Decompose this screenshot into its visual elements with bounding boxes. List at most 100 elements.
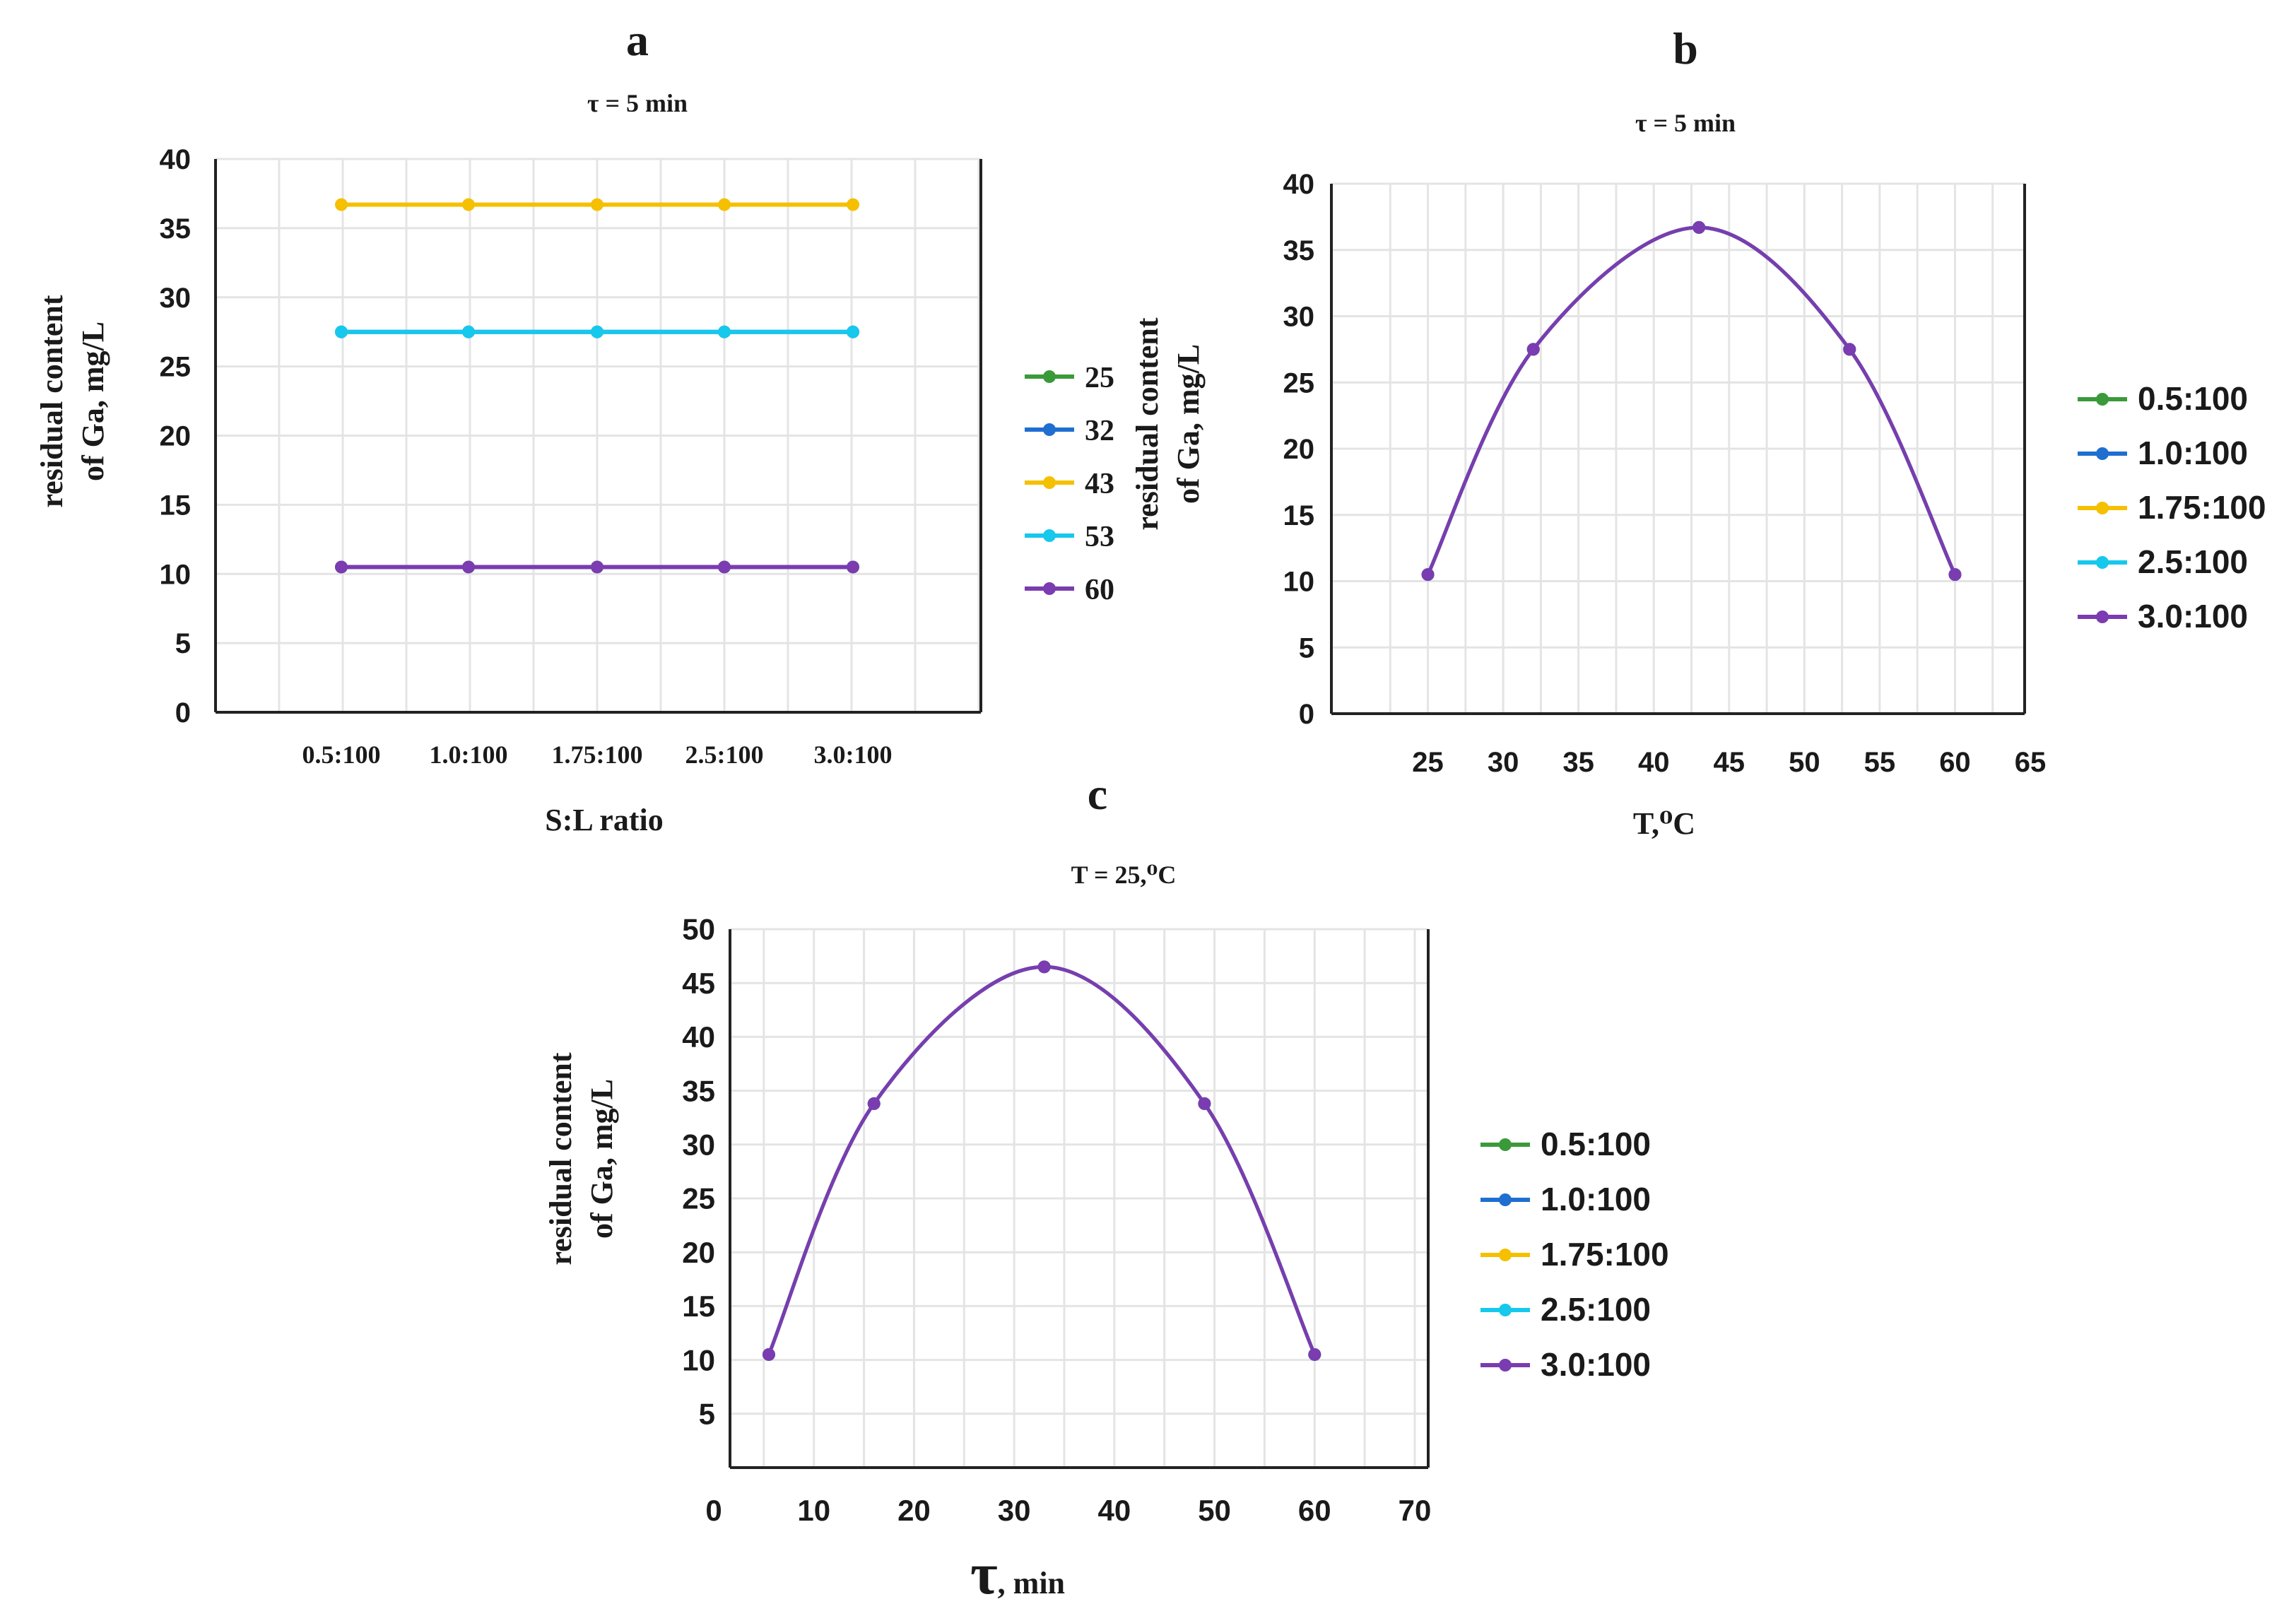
panel-c-y-tick-45: 45 <box>682 967 715 1000</box>
panel-a-x-tick-2.5:100: 2.5:100 <box>685 741 764 769</box>
panel-c-y-tick-25: 25 <box>682 1182 715 1215</box>
panel-c-legend-marker-1-0-100 <box>1499 1193 1512 1206</box>
panel-a-x-tick-3.0:100: 3.0:100 <box>814 741 893 769</box>
panel-c-point-3-0-100-0 <box>762 1347 775 1361</box>
panel-c-y-tick-30: 30 <box>682 1128 715 1162</box>
panel-b-point-3-0-100-4 <box>1948 568 1962 582</box>
panel-a-axes <box>214 159 982 714</box>
panel-a-y-ticks: 0 5 10 15 20 25 30 35 40 <box>160 144 192 729</box>
panel-b-x-tick-25: 25 <box>1412 747 1444 778</box>
panel-b-y-tick-20: 20 <box>1283 434 1315 465</box>
panel-b-legend-label-0-5-100: 0.5:100 <box>2138 380 2248 417</box>
panel-a-x-tick-0.5:100: 0.5:100 <box>302 741 381 769</box>
panel-c-axes <box>729 929 1430 1469</box>
panel-a: a τ = 5 min 0 5 10 15 20 25 30 35 40 0.5:100 1.0:… <box>35 15 1114 837</box>
panel-c-x-tick-40: 40 <box>1097 1494 1131 1527</box>
panel-c-subtitle: T = 25,⁰C <box>1071 861 1177 889</box>
panel-a-y-tick-30: 30 <box>160 283 192 314</box>
panel-c-x-tick-60: 60 <box>1298 1494 1331 1527</box>
panel-b-y-tick-5: 5 <box>1299 632 1314 663</box>
panel-c-legend-label-1-0-100: 1.0:100 <box>1541 1181 1651 1217</box>
panel-c-y-tick-5: 5 <box>699 1398 715 1431</box>
panel-b-y-tick-30: 30 <box>1283 302 1315 333</box>
panel-c-point-3-0-100-1 <box>867 1097 881 1110</box>
panel-a-point-43-0 <box>335 198 348 211</box>
panel-a-point-60-2 <box>591 560 604 574</box>
panel-c-series <box>762 960 1321 1361</box>
panel-b-y-title-line2: of Ga, mg/L <box>1171 344 1206 504</box>
panel-c-y-tick-10: 10 <box>682 1343 715 1376</box>
panel-b-x-tick-45: 45 <box>1714 747 1745 778</box>
panel-c-label: c <box>1088 769 1107 819</box>
panel-b-legend-label-1-0-100: 1.0:100 <box>2138 435 2248 471</box>
panel-c-series-line-3-0-100 <box>767 965 1317 1356</box>
panel-a-y-tick-25: 25 <box>160 352 192 383</box>
panel-b-axes <box>1330 184 2026 715</box>
panel-b-x-tick-60: 60 <box>1939 747 1971 778</box>
panel-c-x-ticks: 0 10 20 30 40 50 60 70 <box>705 1494 1431 1527</box>
panel-c-series-line-1-0-100 <box>767 965 1317 1356</box>
panel-b-legend-marker-2-5-100 <box>2096 556 2109 569</box>
panel-a-legend-marker-60 <box>1043 582 1056 595</box>
panel-a-y-title: residual content of Ga, mg/L <box>35 295 110 507</box>
panel-b-legend-marker-3-0-100 <box>2096 611 2109 623</box>
panel-b-x-tick-35: 35 <box>1562 747 1594 778</box>
panel-a-x-title: S:L ratio <box>545 803 663 837</box>
panel-b-series <box>1421 220 1962 582</box>
panel-b-legend-marker-1-0-100 <box>2096 447 2109 460</box>
panel-a-point-60-4 <box>847 560 859 574</box>
panel-a-point-43-2 <box>591 198 604 211</box>
panel-c-legend-marker-2-5-100 <box>1499 1304 1512 1316</box>
panel-c-y-tick-40: 40 <box>682 1020 715 1054</box>
panel-a-point-53-3 <box>718 325 731 338</box>
panel-a-legend-label-60: 60 <box>1085 574 1114 606</box>
panel-a-point-53-0 <box>335 325 348 338</box>
panel-b-y-tick-0: 0 <box>1299 699 1314 730</box>
panel-b-y-tick-35: 35 <box>1283 235 1315 266</box>
panel-a-legend-label-25: 25 <box>1085 362 1114 394</box>
panel-b-y-title-line1: residual content <box>1130 317 1165 530</box>
panel-a-label: a <box>626 15 649 65</box>
panel-c-y-title: residual content of Ga, mg/L <box>543 1052 619 1265</box>
panel-c-y-tick-15: 15 <box>682 1290 715 1323</box>
panel-c-legend-label-0-5-100: 0.5:100 <box>1541 1126 1651 1162</box>
panel-c-legend-marker-3-0-100 <box>1499 1359 1512 1372</box>
panel-c-y-tick-20: 20 <box>682 1236 715 1269</box>
panel-a-y-title-line1: residual content <box>35 295 69 507</box>
panel-b-x-tick-30: 30 <box>1488 747 1519 778</box>
panel-c-legend-marker-0-5-100 <box>1499 1138 1512 1151</box>
panel-b-grid <box>1331 182 2025 714</box>
panel-b-y-title: residual content of Ga, mg/L <box>1130 317 1206 530</box>
panel-a-legend: 25 32 43 53 60 <box>1025 362 1114 606</box>
panel-a-y-tick-10: 10 <box>160 559 192 590</box>
panel-c-y-title-line1: residual content <box>543 1052 578 1265</box>
panel-c-legend-label-3-0-100: 3.0:100 <box>1541 1346 1651 1383</box>
panel-c-x-title-unit: , min <box>998 1566 1065 1600</box>
panel-a-point-43-1 <box>462 198 475 211</box>
panel-b-legend-label-1-75-100: 1.75:100 <box>2138 489 2266 526</box>
panel-c-series-line-2-5-100 <box>767 965 1317 1356</box>
panel-c-point-3-0-100-3 <box>1198 1097 1211 1110</box>
panel-a-legend-marker-53 <box>1043 529 1056 542</box>
panel-b-x-title: T,⁰C <box>1633 806 1695 841</box>
panel-c-legend-marker-1-75-100 <box>1499 1249 1512 1261</box>
panel-b-y-ticks: 0 5 10 15 20 25 30 35 40 <box>1283 169 1315 730</box>
panel-a-legend-label-53: 53 <box>1085 521 1114 553</box>
panel-b-y-tick-25: 25 <box>1283 367 1315 399</box>
panel-c-x-tick-10: 10 <box>797 1494 830 1527</box>
panel-a-y-title-line2: of Ga, mg/L <box>76 322 110 481</box>
panel-c-series-line-1-75-100 <box>767 965 1317 1356</box>
panel-c-series-line-0-5-100 <box>767 965 1317 1356</box>
panel-b-legend-label-2-5-100: 2.5:100 <box>2138 543 2248 580</box>
panel-a-legend-marker-43 <box>1043 476 1056 489</box>
panel-b-subtitle: τ = 5 min <box>1635 109 1736 137</box>
panel-c-legend-label-1-75-100: 1.75:100 <box>1541 1236 1669 1273</box>
panel-c-legend-label-2-5-100: 2.5:100 <box>1541 1291 1651 1328</box>
panel-b-x-ticks: 25 30 35 40 45 50 55 60 65 <box>1412 747 2046 778</box>
panel-a-point-60-0 <box>335 560 348 574</box>
panel-a-point-60-1 <box>462 560 475 574</box>
panel-c-y-title-line2: of Ga, mg/L <box>584 1079 619 1239</box>
panel-a-legend-marker-25 <box>1043 370 1056 383</box>
panel-a-series <box>335 198 859 574</box>
